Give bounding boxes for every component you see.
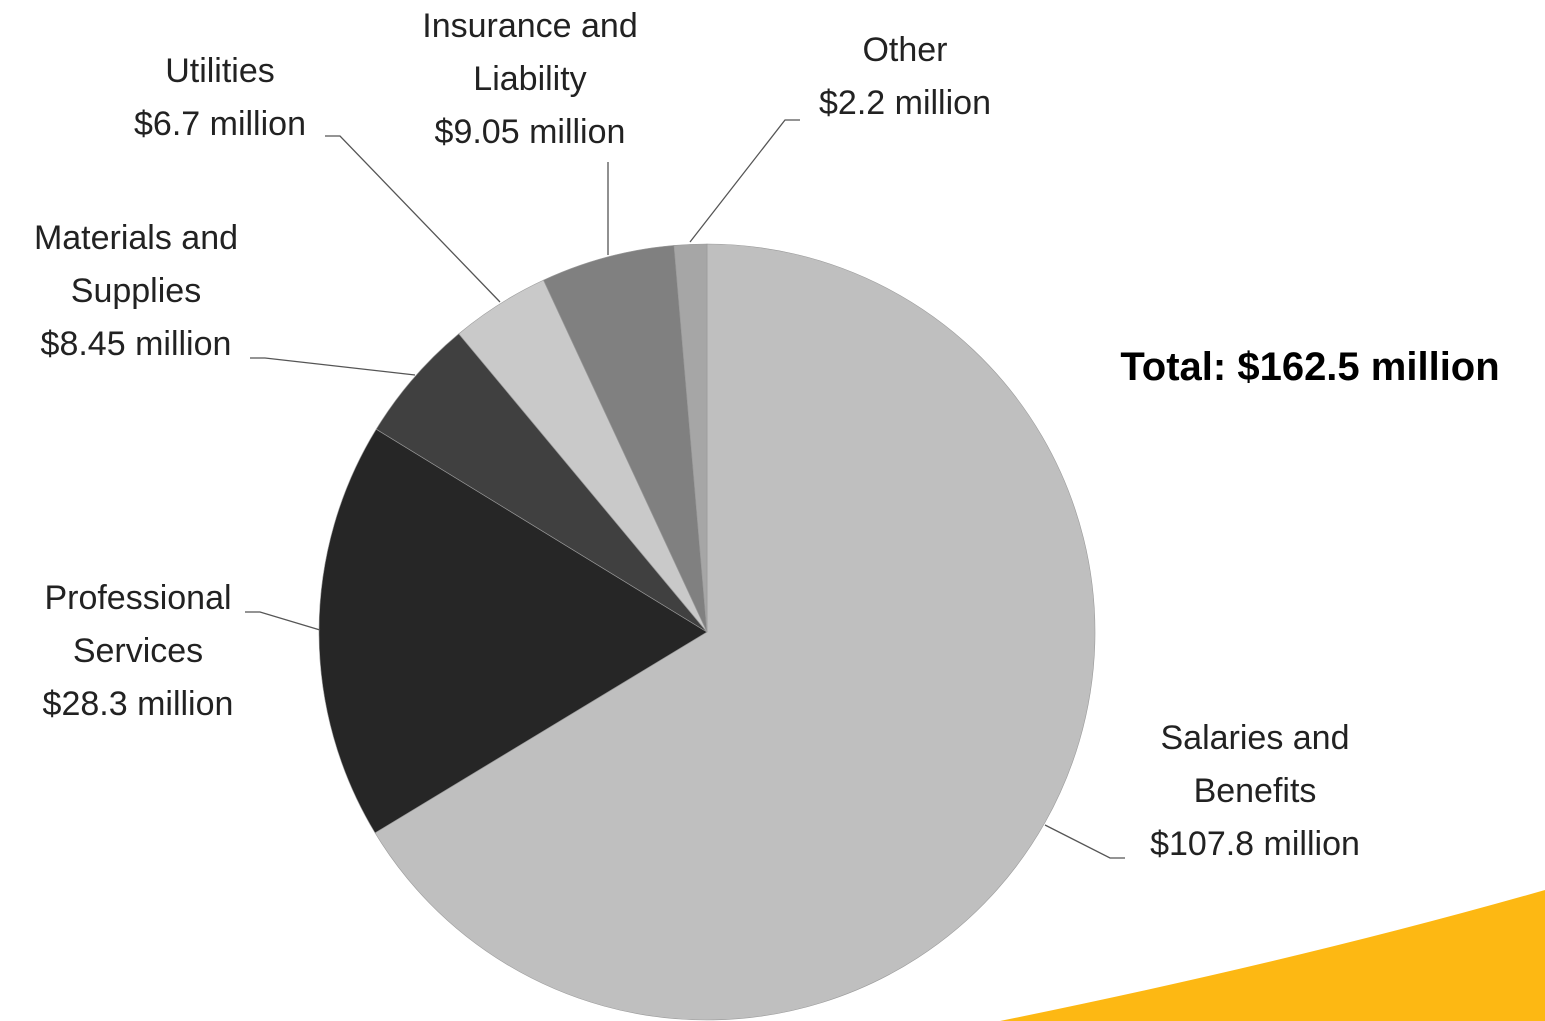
category-label: Professional Services bbox=[44, 579, 232, 670]
pie-slice bbox=[543, 245, 708, 633]
pie-slice bbox=[318, 428, 708, 834]
slice-label: Insurance and Liability $9.05 million bbox=[395, 0, 665, 159]
slice-label: Materials and Supplies $8.45 million bbox=[6, 212, 266, 371]
category-label: Salaries and Benefits bbox=[1160, 719, 1350, 810]
pie bbox=[318, 243, 1096, 1021]
value-label: $28.3 million bbox=[42, 685, 234, 723]
slice-label: Other $2.2 million bbox=[795, 24, 1015, 130]
value-label: $107.8 million bbox=[1150, 825, 1360, 863]
value-label: $8.45 million bbox=[40, 325, 232, 363]
decor-swoosh bbox=[1000, 890, 1545, 1021]
leader-line bbox=[245, 611, 321, 631]
leader-line bbox=[689, 119, 800, 243]
leader-line bbox=[250, 357, 416, 376]
value-label: $2.2 million bbox=[819, 84, 991, 122]
slice-label: Salaries and Benefits $107.8 million bbox=[1135, 712, 1375, 871]
slice-label: Professional Services $28.3 million bbox=[18, 572, 258, 731]
total-annotation: Total: $162.5 million bbox=[1120, 345, 1500, 389]
leader-line bbox=[1044, 824, 1125, 859]
category-label: Utilities bbox=[165, 52, 275, 90]
category-label: Materials and Supplies bbox=[33, 219, 239, 310]
value-label: $6.7 million bbox=[134, 105, 306, 143]
category-label: Other bbox=[862, 31, 948, 69]
slice-label: Utilities $6.7 million bbox=[90, 45, 350, 151]
pie-slice bbox=[673, 243, 708, 633]
value-label: $9.05 million bbox=[434, 113, 626, 151]
category-label: Insurance and Liability bbox=[422, 7, 638, 98]
leader-line bbox=[325, 135, 501, 303]
pie-slice bbox=[374, 243, 1096, 1021]
